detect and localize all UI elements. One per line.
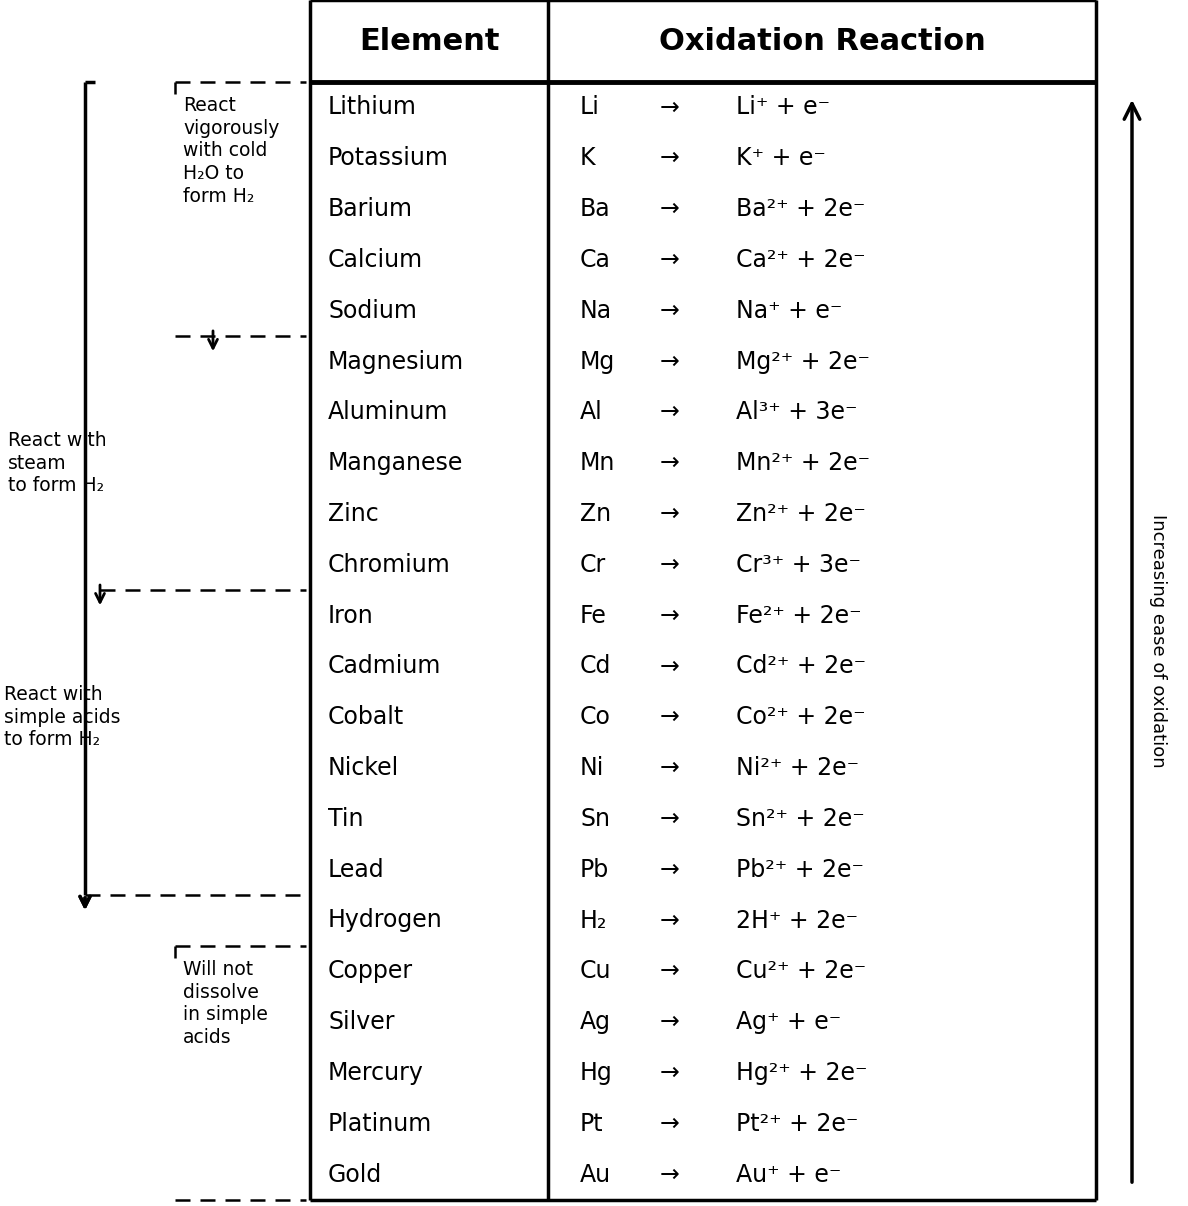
Text: Au: Au [580, 1163, 611, 1187]
Text: Iron: Iron [328, 603, 374, 627]
Text: Al³⁺ + 3e⁻: Al³⁺ + 3e⁻ [737, 400, 858, 425]
Text: Tin: Tin [328, 807, 364, 831]
Text: →: → [661, 908, 680, 932]
Text: Pt²⁺ + 2e⁻: Pt²⁺ + 2e⁻ [737, 1112, 859, 1136]
Text: →: → [661, 1061, 680, 1085]
Text: Barium: Barium [328, 197, 413, 221]
Text: Mercury: Mercury [328, 1061, 424, 1085]
Text: Hydrogen: Hydrogen [328, 908, 443, 932]
Text: K⁺ + e⁻: K⁺ + e⁻ [737, 146, 826, 170]
Text: Pt: Pt [580, 1112, 604, 1136]
Text: Chromium: Chromium [328, 552, 450, 576]
Text: H₂: H₂ [580, 908, 607, 932]
Text: Lithium: Lithium [328, 95, 417, 119]
Text: Sn: Sn [580, 807, 609, 831]
Text: Al: Al [580, 400, 602, 425]
Text: React with
simple acids
to form H₂: React with simple acids to form H₂ [4, 685, 120, 749]
Text: Zn: Zn [580, 502, 611, 526]
Text: Increasing ease of oxidation: Increasing ease of oxidation [1149, 514, 1167, 768]
Text: →: → [661, 655, 680, 679]
Text: Li: Li [580, 95, 600, 119]
Text: Cu: Cu [580, 959, 612, 983]
Text: Mn²⁺ + 2e⁻: Mn²⁺ + 2e⁻ [737, 451, 870, 475]
Text: Lead: Lead [328, 857, 385, 882]
Text: →: → [661, 451, 680, 475]
Text: Oxidation Reaction: Oxidation Reaction [658, 27, 985, 55]
Text: Ca²⁺ + 2e⁻: Ca²⁺ + 2e⁻ [737, 248, 866, 271]
Text: Pb: Pb [580, 857, 609, 882]
Text: Zinc: Zinc [328, 502, 379, 526]
Text: Ni: Ni [580, 756, 605, 780]
Text: →: → [661, 248, 680, 271]
Text: Ag: Ag [580, 1011, 611, 1034]
Text: Calcium: Calcium [328, 248, 423, 271]
Text: →: → [661, 299, 680, 323]
Text: →: → [661, 400, 680, 425]
Text: Hg: Hg [580, 1061, 613, 1085]
Text: Gold: Gold [328, 1163, 383, 1187]
Text: Hg²⁺ + 2e⁻: Hg²⁺ + 2e⁻ [737, 1061, 867, 1085]
Text: Pb²⁺ + 2e⁻: Pb²⁺ + 2e⁻ [737, 857, 864, 882]
Text: →: → [661, 197, 680, 221]
Text: Cadmium: Cadmium [328, 655, 442, 679]
Text: Li⁺ + e⁻: Li⁺ + e⁻ [737, 95, 830, 119]
Text: React
vigorously
with cold
H₂O to
form H₂: React vigorously with cold H₂O to form H… [183, 96, 279, 206]
Text: Mn: Mn [580, 451, 615, 475]
Text: →: → [661, 502, 680, 526]
Text: Mg²⁺ + 2e⁻: Mg²⁺ + 2e⁻ [737, 350, 870, 374]
Text: →: → [661, 857, 680, 882]
Text: Ag⁺ + e⁻: Ag⁺ + e⁻ [737, 1011, 841, 1034]
Text: Platinum: Platinum [328, 1112, 432, 1136]
Text: Co: Co [580, 706, 611, 730]
Text: Ba²⁺ + 2e⁻: Ba²⁺ + 2e⁻ [737, 197, 865, 221]
Text: Copper: Copper [328, 959, 413, 983]
Text: Fe²⁺ + 2e⁻: Fe²⁺ + 2e⁻ [737, 603, 861, 627]
Text: Ni²⁺ + 2e⁻: Ni²⁺ + 2e⁻ [737, 756, 859, 780]
Text: →: → [661, 146, 680, 170]
Text: →: → [661, 959, 680, 983]
Text: Will not
dissolve
in simple
acids: Will not dissolve in simple acids [183, 960, 267, 1047]
Text: React with
steam
to form H₂: React with steam to form H₂ [8, 431, 107, 496]
Text: Cd: Cd [580, 655, 612, 679]
Text: Au⁺ + e⁻: Au⁺ + e⁻ [737, 1163, 841, 1187]
Text: Manganese: Manganese [328, 451, 463, 475]
Text: Aluminum: Aluminum [328, 400, 448, 425]
Text: →: → [661, 706, 680, 730]
Text: Cu²⁺ + 2e⁻: Cu²⁺ + 2e⁻ [737, 959, 866, 983]
Text: Nickel: Nickel [328, 756, 399, 780]
Text: Sodium: Sodium [328, 299, 417, 323]
Text: →: → [661, 95, 680, 119]
Text: →: → [661, 807, 680, 831]
Text: Mg: Mg [580, 350, 615, 374]
Text: →: → [661, 1112, 680, 1136]
Text: Silver: Silver [328, 1011, 394, 1034]
Text: Zn²⁺ + 2e⁻: Zn²⁺ + 2e⁻ [737, 502, 866, 526]
Text: Na: Na [580, 299, 612, 323]
Text: Fe: Fe [580, 603, 607, 627]
Text: →: → [661, 756, 680, 780]
Text: Cr: Cr [580, 552, 606, 576]
Text: Ca: Ca [580, 248, 611, 271]
Text: →: → [661, 552, 680, 576]
Text: Co²⁺ + 2e⁻: Co²⁺ + 2e⁻ [737, 706, 866, 730]
Text: →: → [661, 1163, 680, 1187]
Text: Element: Element [359, 27, 499, 55]
Text: Cr³⁺ + 3e⁻: Cr³⁺ + 3e⁻ [737, 552, 861, 576]
Text: Sn²⁺ + 2e⁻: Sn²⁺ + 2e⁻ [737, 807, 865, 831]
Text: Ba: Ba [580, 197, 611, 221]
Text: Potassium: Potassium [328, 146, 449, 170]
Text: 2H⁺ + 2e⁻: 2H⁺ + 2e⁻ [737, 908, 858, 932]
Text: Magnesium: Magnesium [328, 350, 465, 374]
Text: Cobalt: Cobalt [328, 706, 404, 730]
Text: Na⁺ + e⁻: Na⁺ + e⁻ [737, 299, 842, 323]
Text: →: → [661, 1011, 680, 1034]
Text: Cd²⁺ + 2e⁻: Cd²⁺ + 2e⁻ [737, 655, 866, 679]
Text: →: → [661, 350, 680, 374]
Text: K: K [580, 146, 595, 170]
Text: →: → [661, 603, 680, 627]
